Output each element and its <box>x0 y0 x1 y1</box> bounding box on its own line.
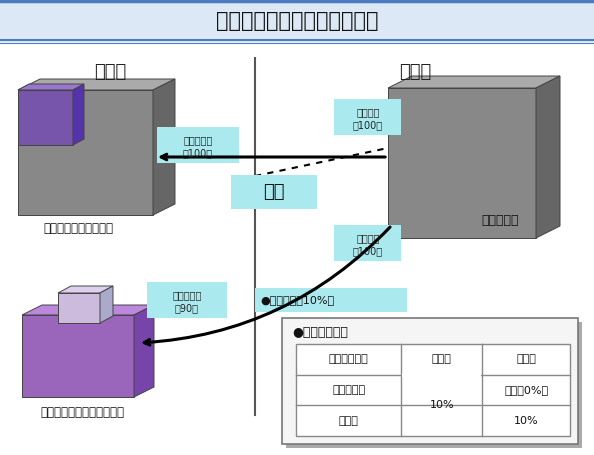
FancyBboxPatch shape <box>231 175 317 209</box>
FancyBboxPatch shape <box>286 322 582 448</box>
Text: ●源泉徴収（10%）: ●源泉徴収（10%） <box>260 295 334 305</box>
Text: 日本法人（その他の法人）: 日本法人（その他の法人） <box>40 406 124 420</box>
Text: （100）: （100） <box>353 246 383 256</box>
Polygon shape <box>100 286 113 323</box>
Text: 利子支払: 利子支払 <box>356 107 380 117</box>
FancyBboxPatch shape <box>403 373 481 377</box>
Text: 日　本: 日 本 <box>94 63 126 81</box>
Polygon shape <box>58 293 100 323</box>
Text: 改正後: 改正後 <box>516 354 536 364</box>
Text: 利子の受益者: 利子の受益者 <box>329 354 369 364</box>
Text: 10%: 10% <box>514 416 539 426</box>
Text: 金融機関等: 金融機関等 <box>332 385 365 395</box>
Polygon shape <box>388 76 560 88</box>
Text: ●源泉地国課税: ●源泉地国課税 <box>292 325 348 339</box>
Text: 改正前: 改正前 <box>432 354 452 364</box>
Text: 利子に対する租税条約の適用: 利子に対する租税条約の適用 <box>216 11 378 31</box>
Text: 支障の支払: 支障の支払 <box>172 290 202 300</box>
Text: 米国法人等: 米国法人等 <box>481 213 519 227</box>
FancyBboxPatch shape <box>334 99 401 135</box>
Polygon shape <box>536 76 560 238</box>
FancyBboxPatch shape <box>296 344 570 436</box>
Text: 米　国: 米 国 <box>399 63 431 81</box>
Polygon shape <box>18 84 84 90</box>
FancyBboxPatch shape <box>255 288 407 312</box>
Polygon shape <box>153 79 175 215</box>
FancyBboxPatch shape <box>334 225 401 261</box>
Text: 日本法人（金融機関）: 日本法人（金融機関） <box>43 222 113 234</box>
FancyBboxPatch shape <box>0 43 594 455</box>
Polygon shape <box>18 90 73 145</box>
Polygon shape <box>22 305 154 315</box>
Polygon shape <box>58 286 113 293</box>
Text: 利子支払: 利子支払 <box>356 233 380 243</box>
Polygon shape <box>73 84 84 145</box>
FancyBboxPatch shape <box>157 127 239 163</box>
Text: （100）: （100） <box>353 120 383 130</box>
FancyBboxPatch shape <box>0 0 594 42</box>
Text: 免税（0%）: 免税（0%） <box>504 385 548 395</box>
Polygon shape <box>18 79 175 90</box>
Text: 10%: 10% <box>429 400 454 410</box>
Text: （100）: （100） <box>183 148 213 158</box>
Polygon shape <box>134 305 154 397</box>
FancyBboxPatch shape <box>147 282 227 318</box>
Polygon shape <box>388 88 536 238</box>
Text: 免税: 免税 <box>263 183 285 201</box>
Text: （90）: （90） <box>175 303 199 313</box>
Text: その他: その他 <box>339 416 359 426</box>
Text: 支障の支払: 支障の支払 <box>184 135 213 145</box>
Polygon shape <box>18 90 153 215</box>
Polygon shape <box>22 315 134 397</box>
FancyBboxPatch shape <box>282 318 578 444</box>
